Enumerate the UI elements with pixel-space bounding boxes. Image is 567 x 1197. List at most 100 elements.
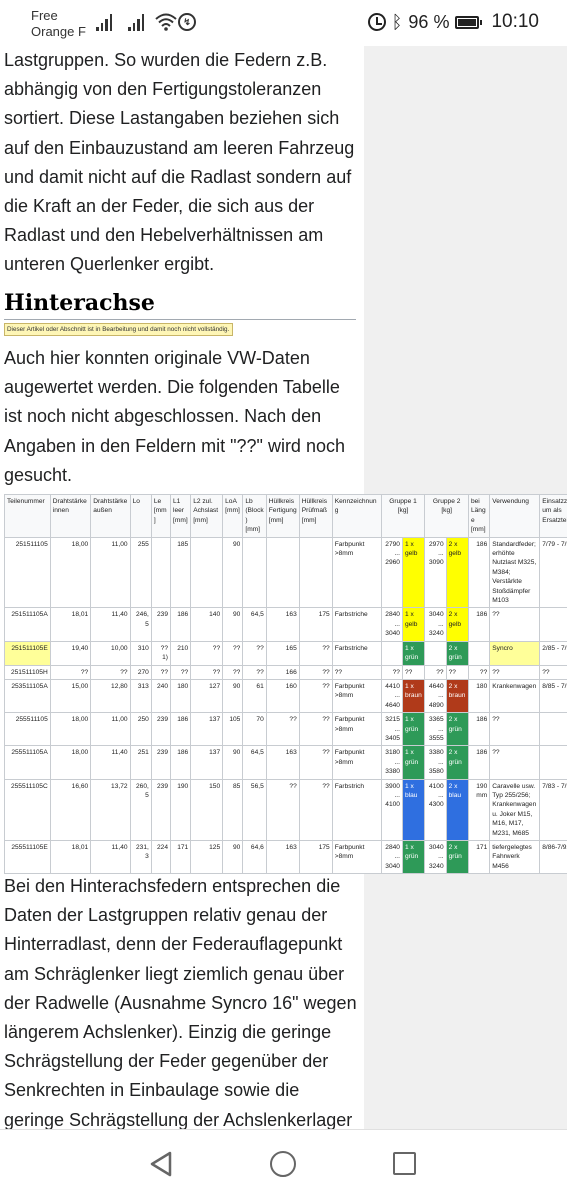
table-header-cell: Kennzeichnung [331, 494, 382, 538]
table-header-cell: Einsatzzeitraum als Ersatzteil [539, 494, 567, 538]
table-cell-da: 11,40 [90, 745, 131, 780]
table-header-cell: Lb (Block) [mm] [242, 494, 267, 538]
table-cell-g1v: 2840 ... 3040 [380, 839, 403, 875]
table-cell-part: 251511105H [4, 664, 51, 680]
carrier-line-1: Free [31, 8, 58, 23]
table-cell-use: tiefergelegtes Fahrwerk M456 [489, 839, 541, 875]
table-cell-g1c: ?? [401, 664, 426, 680]
table-cell-lo: 310 [129, 640, 152, 666]
table-cell-lo: 313 [129, 678, 152, 714]
table-cell-l2 [190, 536, 224, 609]
table-cell-l1: 186 [169, 712, 192, 747]
table-header-cell: Hüllkreis Prüfmaß [mm] [298, 494, 333, 538]
table-cell-g2c: 2 x grün [445, 745, 469, 780]
table-row: 251511105A 18,01 11,40 246,5 239 186 140 90 64,5… [4, 607, 567, 642]
table-cell-loa: 105 [222, 712, 244, 747]
signal-icon [96, 13, 112, 31]
table-cell-len: ?? [467, 664, 491, 680]
table-cell-use: Krankenwagen [489, 678, 541, 714]
table-header-cell: L2 zul. Achslast [mm] [190, 494, 224, 538]
table-cell-di: 18,00 [49, 745, 92, 780]
table-cell-part: 255511105 [4, 712, 51, 747]
spring-data-table: Teilenummer Drahtstärke innen Drahtstärke … [4, 494, 567, 875]
table-cell-di: 18,01 [49, 607, 92, 642]
table-cell-g2v: 3040 ... 3240 [424, 839, 447, 875]
table-cell-lb: 61 [242, 678, 267, 714]
recents-icon[interactable] [393, 1152, 416, 1175]
table-cell-mark: Farbpunkt >8mm [331, 536, 382, 609]
table-cell-lb: 70 [242, 712, 267, 747]
table-cell-period: 2/85 - 7/92 [539, 640, 567, 666]
table-cell-l2: ?? [190, 640, 224, 666]
table-cell-g1c: 1 x blau [401, 778, 426, 842]
table-cell-da: ?? [90, 664, 131, 680]
article-paragraph-intro: Auch hier konnten originale VW-Daten aug… [4, 348, 345, 485]
table-cell-l2: 137 [190, 745, 224, 780]
table-cell-use: Caravelle usw. Typ 255/256; Krankenwagen… [489, 778, 541, 842]
table-cell-period: ?? [539, 664, 567, 680]
table-header-cell: LoA [mm] [222, 494, 244, 538]
table-cell-g2c: 2 x grün [445, 712, 469, 747]
table-cell-g1v: 2840 ... 3040 [380, 607, 403, 642]
table-header-cell: Drahtstärke außen [90, 494, 131, 538]
table-cell-hp: ?? [298, 664, 333, 680]
table-cell-l2: 125 [190, 839, 224, 875]
table-cell-lo: 251 [129, 745, 152, 780]
table-cell-lb: 64,5 [242, 607, 267, 642]
table-cell-period [539, 712, 567, 747]
table-cell-g2v: 3365 ... 3555 [424, 712, 447, 747]
table-cell-le: ?? 1) [150, 640, 172, 666]
table-cell-di: 19,40 [49, 640, 92, 666]
table-cell-di: 18,00 [49, 536, 92, 609]
home-icon[interactable] [270, 1151, 296, 1177]
table-cell-mark: Farbstrich [331, 778, 382, 842]
battery-percent: 96 % [408, 11, 450, 32]
table-cell-use: ?? [489, 745, 541, 780]
table-cell-g1c: 1 x braun [401, 678, 426, 714]
alarm-icon [367, 13, 386, 31]
in-progress-notice: Dieser Artikel oder Abschnitt ist in Bea… [4, 323, 233, 336]
table-cell-g1c: 1 x gelb [401, 536, 426, 609]
table-cell-g1c: 1 x grün [401, 712, 426, 747]
table-header-cell: Teilenummer [4, 494, 51, 538]
table-cell-loa: 90 [222, 678, 244, 714]
table-cell-g2c: 2 x blau [445, 778, 469, 842]
table-cell-le: 239 [150, 712, 172, 747]
table-cell-hp: ?? [298, 640, 333, 666]
section-heading: Hinterachse [4, 288, 356, 320]
back-icon[interactable] [148, 1150, 174, 1178]
table-cell-period: 8/85 - 7/92 [539, 678, 567, 714]
table-cell-loa: 90 [222, 839, 244, 875]
carrier-line-2: Orange F [31, 24, 86, 39]
table-cell-len: 180 [467, 678, 491, 714]
table-cell-l1: ?? [169, 664, 192, 680]
bluetooth-icon: ᛒ [391, 11, 403, 32]
table-cell-hf: 166 [265, 664, 300, 680]
table-cell-g1c: 1 x grün [401, 745, 426, 780]
table-cell-mark: ?? [331, 664, 382, 680]
table-cell-g2c: 2 x grün [445, 839, 469, 875]
table-cell-g2c: 2 x gelb [445, 536, 469, 609]
table-cell-hp: ?? [298, 778, 333, 842]
table-cell-len [467, 640, 491, 666]
table-header-cell: Verwendung [489, 494, 541, 538]
table-cell-hp: 175 [298, 607, 333, 642]
table-cell-l2: 137 [190, 712, 224, 747]
spring-table-scroll[interactable]: Teilenummer Drahtstärke innen Drahtstärke … [4, 494, 567, 875]
table-cell-use: ?? [489, 607, 541, 642]
table-cell-da: 13,72 [90, 778, 131, 842]
table-cell-di: 15,00 [49, 678, 92, 714]
table-cell-g1c: 1 x gelb [401, 607, 426, 642]
table-cell-lb: 64,6 [242, 839, 267, 875]
table-header-cell: Hüllkreis Fertigung [mm] [265, 494, 300, 538]
article-paragraph-bottom: Bei den Hinterachsfedern entsprechen die… [4, 876, 357, 1129]
table-cell-hf [265, 536, 300, 609]
table-cell-part: 255511105A [4, 745, 51, 780]
table-cell-lo: 255 [129, 536, 152, 609]
table-cell-len: 186 [467, 536, 491, 609]
table-cell-mark: Farbpunkt >8mm [331, 678, 382, 714]
table-header-cell: Lo [129, 494, 152, 538]
table-cell-le: 239 [150, 607, 172, 642]
article-paragraph-top: Lastgruppen. So wurden die Federn z.B. a… [4, 50, 355, 275]
signal-icon-2 [128, 13, 144, 31]
